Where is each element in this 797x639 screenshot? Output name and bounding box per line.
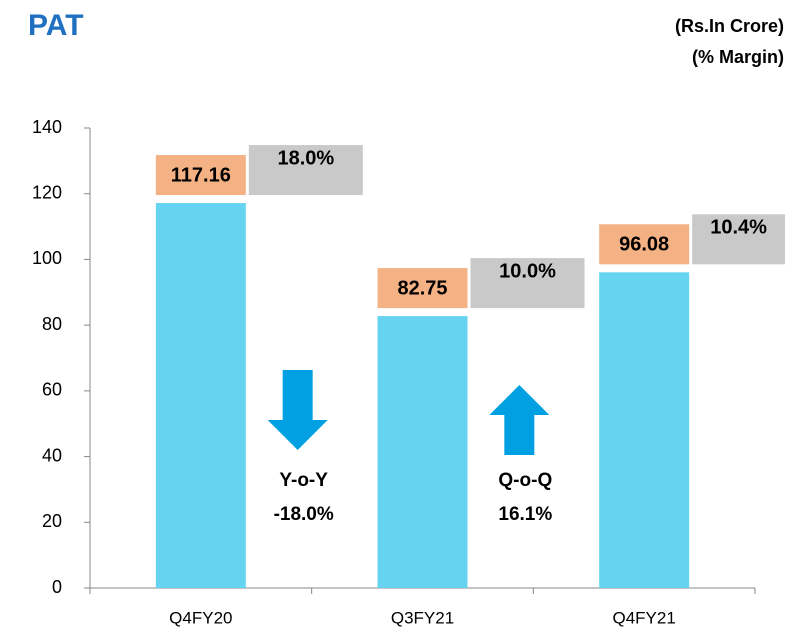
- y-tick-label: 20: [42, 511, 62, 531]
- margin-label: 10.0%: [499, 260, 556, 282]
- value-label: 82.75: [397, 277, 447, 299]
- y-tick-label: 140: [32, 117, 62, 137]
- annotation: -18.0%: [274, 504, 334, 525]
- annotation: Y-o-Y: [279, 470, 328, 491]
- unit-label: (% Margin): [692, 47, 784, 67]
- margin-label: 10.4%: [710, 217, 767, 239]
- y-tick-label: 40: [42, 445, 62, 465]
- x-tick-label: Q4FY21: [613, 608, 676, 627]
- arrow: [489, 385, 550, 455]
- x-tick-label: Q4FY20: [169, 608, 232, 627]
- y-tick-label: 100: [32, 248, 62, 268]
- margin-box: [470, 258, 585, 309]
- y-tick-label: 80: [42, 314, 62, 334]
- annotation: Q-o-Q: [498, 470, 552, 491]
- arrow: [267, 370, 328, 450]
- x-tick-label: Q3FY21: [391, 608, 454, 627]
- y-tick-label: 120: [32, 182, 62, 202]
- value-label-box: [599, 224, 690, 265]
- chart-title: PAT: [28, 9, 84, 42]
- margin-box: [692, 214, 785, 265]
- y-tick-label: 60: [42, 380, 62, 400]
- bar: [377, 316, 468, 588]
- y-tick-label: 0: [52, 577, 62, 597]
- margin-box: [248, 145, 363, 196]
- margin-label: 18.0%: [277, 147, 334, 169]
- value-label-box: [155, 155, 246, 196]
- bar: [599, 272, 690, 588]
- unit-label: (Rs.In Crore): [675, 16, 784, 36]
- annotation: 16.1%: [498, 504, 552, 525]
- value-label-box: [377, 268, 468, 309]
- value-label: 96.08: [619, 234, 669, 256]
- value-label: 117.16: [171, 164, 231, 186]
- bar: [155, 203, 246, 588]
